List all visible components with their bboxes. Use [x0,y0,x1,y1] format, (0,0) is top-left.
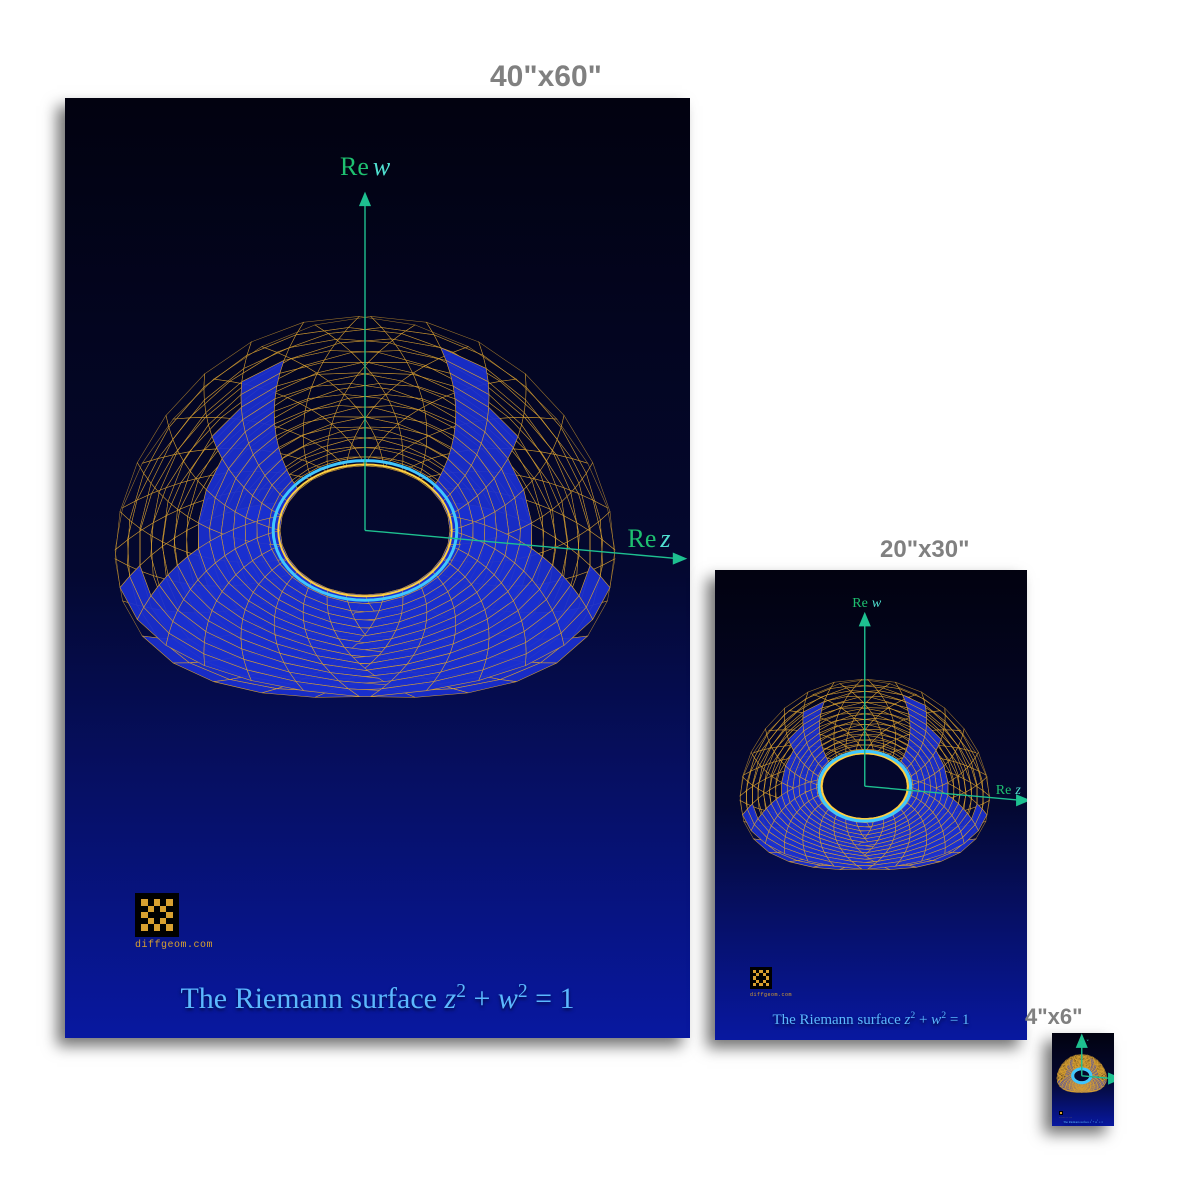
poster-title: The Riemann surface z2 + w2 = 1 [65,981,690,1016]
qr-code: diffgeom.com [135,893,213,951]
size-label-large: 40"x60" [490,60,602,94]
qr-caption: diffgeom.com [750,992,792,998]
qr-code: diffgeom.com [750,967,792,998]
poster-title: The Riemann surface z2 + w2 = 1 [715,1010,1027,1029]
qr-caption: diffgeom.com [135,940,213,951]
axis-label-re-w: Rew [852,596,881,612]
axis-label-re-w: Rew [340,152,390,182]
poster-medium: Rew Rez The Riemann surface z2 + w2 = 1 dif… [715,570,1027,1040]
axis-label-re-z: Rez [996,783,1021,799]
size-label-small: 4"x6" [1025,1004,1083,1030]
axis-label-re-w: Rew [1079,1038,1088,1042]
qr-caption: diffgeom.com [1059,1118,1072,1119]
axis-label-re-z: Rez [1108,1075,1114,1079]
axis-label-re-z: Rez [628,524,671,554]
poster-large: Rew Rez The Riemann surface z2 + w2 = 1 dif… [65,98,690,1038]
poster-small: Rew Rez The Riemann surface z2 + w2 = 1dif… [1052,1033,1114,1126]
qr-code: diffgeom.com [1059,1111,1072,1119]
poster-title: The Riemann surface z2 + w2 = 1 [1052,1120,1114,1124]
size-label-medium: 20"x30" [880,536,970,564]
